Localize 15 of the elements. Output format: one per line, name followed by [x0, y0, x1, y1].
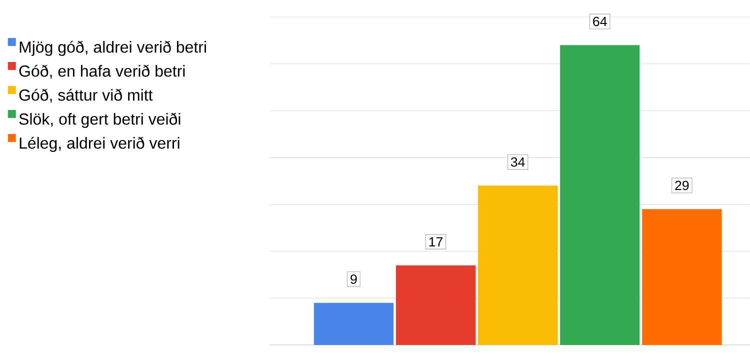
data-label: 29 [675, 180, 689, 190]
data-label: 64 [593, 16, 607, 26]
bar [314, 302, 394, 345]
data-label: 17 [429, 237, 442, 246]
bar [642, 209, 722, 345]
data-label: 9 [350, 274, 357, 284]
data-label: 34 [510, 157, 525, 167]
legend-label: Góð, sáttur við mitt [19, 88, 153, 103]
bar [396, 265, 476, 345]
bar [560, 45, 640, 345]
bar [478, 186, 558, 345]
legend-label: Góð, en hafa verið betri [19, 64, 185, 79]
legend-label: Slök, oft gert betri veiði [19, 112, 180, 128]
legend-label: Mjög góð, aldrei verið betri [20, 40, 206, 56]
legend-label: Léleg, aldrei verið verri [20, 136, 180, 152]
